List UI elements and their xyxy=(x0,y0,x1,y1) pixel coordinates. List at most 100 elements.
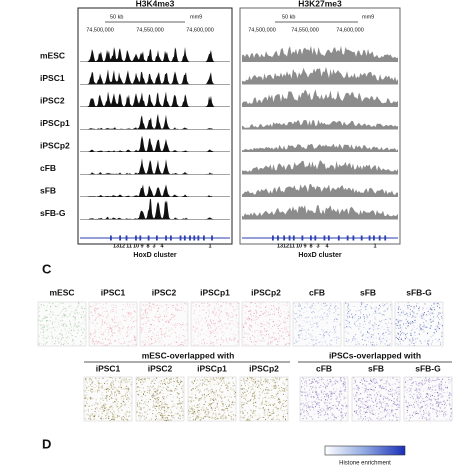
map-dot xyxy=(317,403,319,405)
map-dot xyxy=(438,393,440,395)
map-dot xyxy=(106,414,108,416)
map-dot xyxy=(141,310,143,312)
map-dot xyxy=(438,318,440,320)
map-dot xyxy=(312,303,314,305)
map-dot xyxy=(282,418,284,420)
map-label: iPSCp2 xyxy=(251,287,281,297)
map-dot xyxy=(276,378,278,380)
map-dot xyxy=(241,396,243,398)
map-dot xyxy=(61,310,63,312)
map-dot xyxy=(378,407,380,409)
map-dot xyxy=(360,331,362,333)
exon xyxy=(368,235,371,241)
map-dot xyxy=(369,407,371,409)
map-dot xyxy=(212,417,214,419)
map-dot xyxy=(337,415,339,417)
map-dot xyxy=(84,308,86,310)
map-dot xyxy=(409,418,411,420)
map-dot xyxy=(176,385,178,387)
map-dot xyxy=(394,413,396,415)
map-dot xyxy=(101,413,103,415)
map-dot xyxy=(277,341,279,343)
map-dot xyxy=(279,316,281,318)
map-dot xyxy=(300,304,302,306)
map-dot xyxy=(321,344,323,346)
map-dot xyxy=(300,414,302,416)
map-dot xyxy=(189,408,191,410)
map-dot xyxy=(331,393,333,395)
map-dot xyxy=(151,380,153,382)
map-dot xyxy=(282,331,284,333)
map-dot xyxy=(230,328,232,330)
map-dot xyxy=(255,316,257,318)
map-dot xyxy=(421,383,423,385)
map-dot xyxy=(345,302,347,304)
map-dot xyxy=(295,327,297,329)
map-dot xyxy=(275,385,277,387)
map-dot xyxy=(330,393,332,395)
map-dot xyxy=(375,337,377,339)
map-dot xyxy=(371,381,373,383)
map-dot xyxy=(341,411,343,413)
map-dot xyxy=(420,397,422,399)
map-dot xyxy=(200,418,202,420)
map-dot xyxy=(213,323,215,325)
map-dot xyxy=(236,324,238,326)
map-dot xyxy=(124,413,126,415)
map-dot xyxy=(233,385,235,387)
map-dot xyxy=(369,327,371,329)
map-dot xyxy=(134,339,136,341)
map-dot xyxy=(305,380,307,382)
map-dot xyxy=(219,389,221,391)
map-dot xyxy=(183,335,185,337)
map-dot xyxy=(275,308,277,310)
map-dot xyxy=(426,332,428,334)
map-dot xyxy=(334,405,336,407)
map-dot xyxy=(273,313,275,315)
map-dot xyxy=(219,388,221,390)
map-dot xyxy=(314,336,316,338)
map-dot xyxy=(221,408,223,410)
map-dot xyxy=(149,306,151,308)
map-dot xyxy=(43,340,45,342)
map-dot xyxy=(193,415,195,417)
map-dot xyxy=(210,334,212,336)
map-dot xyxy=(89,336,91,338)
map-dot xyxy=(330,305,332,307)
map-dot xyxy=(412,315,414,317)
map-dot xyxy=(296,312,298,314)
map-dot xyxy=(405,335,407,337)
map-dot xyxy=(409,388,411,390)
map-dot xyxy=(248,388,250,390)
map-dot xyxy=(246,338,248,340)
map-dot xyxy=(250,414,252,416)
map-dot xyxy=(286,412,288,414)
map-dot xyxy=(360,310,362,312)
map-dot xyxy=(360,330,362,332)
map-dot xyxy=(145,304,147,306)
map-dot xyxy=(216,378,218,380)
map-dot xyxy=(107,380,109,382)
map-dot xyxy=(232,401,234,403)
map-dot xyxy=(304,306,306,308)
map-dot xyxy=(411,378,413,380)
map-dot xyxy=(315,389,317,391)
map-dot xyxy=(150,306,152,308)
map-dot xyxy=(441,410,443,412)
map-dot xyxy=(347,322,349,324)
map-dot xyxy=(283,393,285,395)
map-dot xyxy=(244,312,246,314)
map-dot xyxy=(237,331,239,333)
map-dot xyxy=(111,393,113,395)
map-dot xyxy=(167,395,169,397)
map-dot xyxy=(321,381,323,383)
map-dot xyxy=(439,307,441,309)
map-dot xyxy=(295,340,297,342)
map-dot xyxy=(121,379,123,381)
map-dot xyxy=(150,309,152,311)
map-dot xyxy=(268,382,270,384)
map-dot xyxy=(214,410,216,412)
map-dot xyxy=(430,325,432,327)
map-dot xyxy=(160,380,162,382)
map-dot xyxy=(209,400,211,402)
